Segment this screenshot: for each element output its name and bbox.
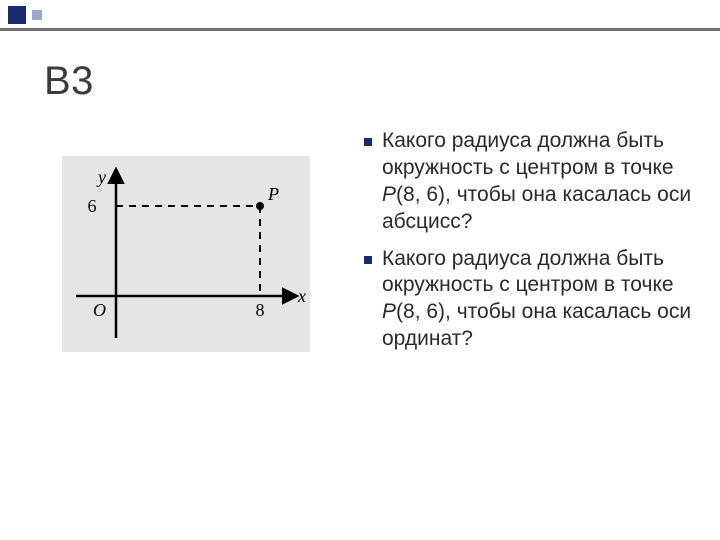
bullet-item: Какого радиуса должна быть окружность с … — [360, 128, 692, 236]
svg-text:P: P — [267, 184, 279, 204]
point-letter: P — [382, 183, 396, 206]
topbar — [0, 0, 720, 28]
svg-text:y: y — [96, 167, 106, 187]
bullet-list: Какого радиуса должна быть окружность с … — [360, 128, 692, 353]
svg-text:x: x — [297, 286, 306, 306]
accent-square-small — [32, 10, 42, 20]
figure-column: y x O P 6 8 — [36, 122, 336, 363]
page-title: В3 — [0, 31, 720, 112]
point-coords: (8, 6) — [396, 183, 445, 206]
text-column: Какого радиуса должна быть окружность с … — [360, 122, 692, 363]
bullet-item: Какого радиуса должна быть окружность с … — [360, 246, 692, 354]
accent-square-large — [8, 6, 26, 24]
bullet-text-before: Какого радиуса должна быть окружность с … — [382, 129, 674, 179]
content-row: y x O P 6 8 Какого радиуса должна быть окружн… — [0, 112, 720, 363]
svg-text:O: O — [93, 300, 106, 320]
point-coords: (8, 6) — [396, 300, 445, 323]
svg-text:8: 8 — [256, 300, 265, 320]
bullet-text-before: Какого радиуса должна быть окружность с … — [382, 247, 674, 297]
svg-text:6: 6 — [88, 196, 97, 216]
coordinate-figure: y x O P 6 8 — [62, 156, 310, 352]
point-letter: P — [382, 300, 396, 323]
